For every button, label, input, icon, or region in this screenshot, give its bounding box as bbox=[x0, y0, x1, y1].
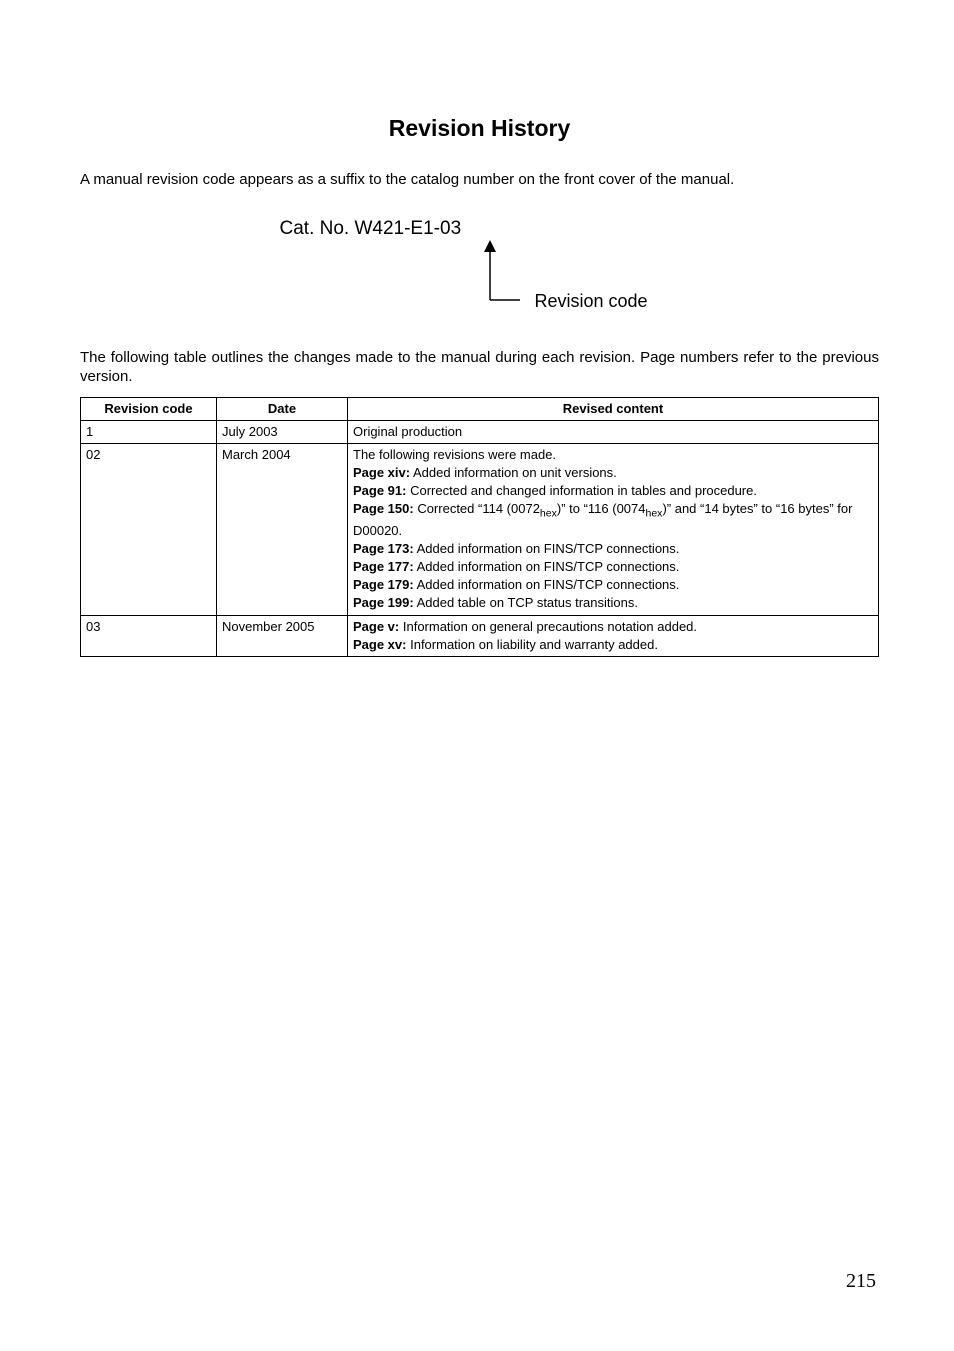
cell-revision-code: 03 bbox=[81, 615, 217, 656]
cell-revised-content: Original production bbox=[348, 420, 879, 443]
arrow-icon bbox=[480, 240, 530, 304]
catalog-number: Cat. No. W421-E1-03 bbox=[280, 218, 462, 240]
table-row: 02March 2004The following revisions were… bbox=[81, 443, 879, 615]
page-title: Revision History bbox=[80, 115, 879, 142]
revision-code-label: Revision code bbox=[535, 291, 648, 312]
table-intro-text: The following table outlines the changes… bbox=[80, 348, 879, 387]
table-row: 1July 2003Original production bbox=[81, 420, 879, 443]
table-row: 03November 2005Page v: Information on ge… bbox=[81, 615, 879, 656]
catalog-number-diagram: Cat. No. W421-E1-03 Revision code bbox=[200, 218, 760, 318]
header-revised-content: Revised content bbox=[348, 397, 879, 420]
revision-table: Revision code Date Revised content 1July… bbox=[80, 397, 879, 658]
cell-date: November 2005 bbox=[217, 615, 348, 656]
header-revision-code: Revision code bbox=[81, 397, 217, 420]
table-header-row: Revision code Date Revised content bbox=[81, 397, 879, 420]
cell-revision-code: 1 bbox=[81, 420, 217, 443]
cell-revision-code: 02 bbox=[81, 443, 217, 615]
cell-revised-content: Page v: Information on general precautio… bbox=[348, 615, 879, 656]
cell-date: July 2003 bbox=[217, 420, 348, 443]
cell-revised-content: The following revisions were made.Page x… bbox=[348, 443, 879, 615]
header-date: Date bbox=[217, 397, 348, 420]
page-number: 215 bbox=[846, 1270, 876, 1293]
cell-date: March 2004 bbox=[217, 443, 348, 615]
intro-text: A manual revision code appears as a suff… bbox=[80, 170, 879, 190]
